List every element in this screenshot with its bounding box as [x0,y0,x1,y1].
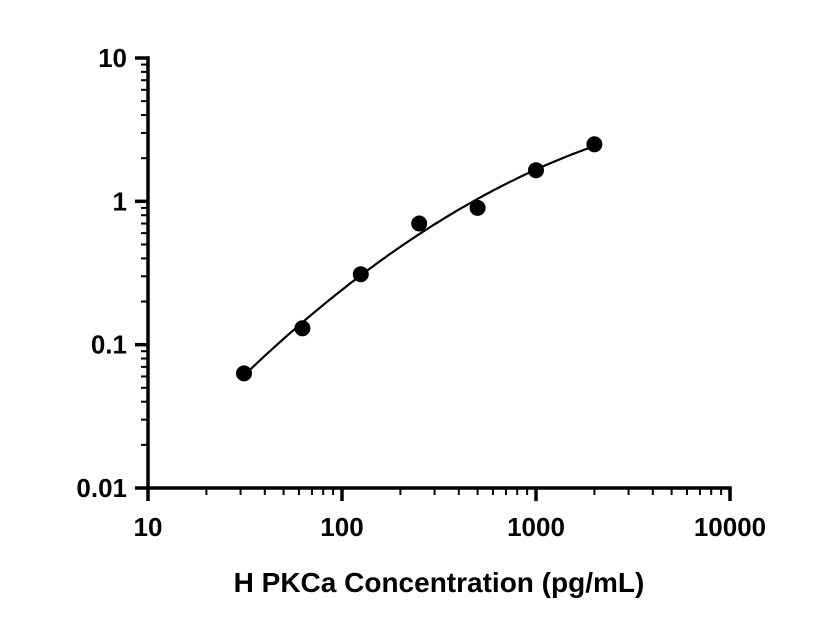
y-tick-label: 10 [98,43,127,73]
fit-curve [243,145,595,377]
tick-labels-layer: 10 100 1000 10000 10 1 0.1 0.01 [76,43,766,542]
data-point [236,365,252,382]
axes-layer [146,56,732,490]
x-tick-label: 1000 [507,512,565,542]
y-tick-label: 1 [113,186,127,216]
x-tick-label: 10 [134,512,163,542]
y-tick-label: 0.1 [91,330,127,360]
ticks-layer [135,56,732,501]
data-point [294,320,311,337]
x-axis-title: H PKCa Concentration (pg/mL) [234,567,645,598]
data-point [528,162,544,179]
series-layer [236,136,603,382]
axis-frame [146,56,732,490]
y-tick-label: 0.01 [76,473,127,503]
x-tick-label: 100 [320,512,363,542]
data-point [352,266,369,283]
x-tick-label: 10000 [694,512,766,542]
data-point [469,199,486,216]
data-point [586,136,603,153]
data-point [411,215,428,232]
